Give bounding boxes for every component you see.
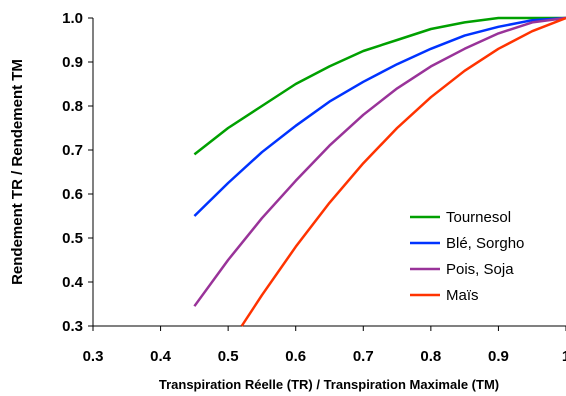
y-tick-label: 0.7 [62, 142, 83, 159]
x-tick-label: 0.8 [420, 348, 441, 365]
series-line-3 [193, 16, 566, 307]
x-tick-label: 0.5 [218, 348, 239, 365]
y-tick-label: 1.0 [62, 10, 83, 27]
y-tick-label: 0.8 [62, 98, 83, 115]
x-tick-label: 0.6 [285, 348, 306, 365]
legend-label: Blé, Sorgho [446, 235, 524, 252]
x-tick-label: 0.7 [353, 348, 374, 365]
series-line-1 [193, 16, 566, 156]
series-layer [193, 16, 566, 327]
x-tick-label: 0.9 [488, 348, 509, 365]
x-tick-label: 0.4 [150, 348, 172, 365]
x-tick-label: 1 [562, 348, 566, 365]
y-axis-ticks: 0.3 0.4 0.5 0.6 0.7 0.8 0.9 1.0 [62, 10, 93, 335]
legend-label: Pois, Soja [446, 261, 514, 278]
y-tick-label: 0.6 [62, 186, 83, 203]
series-line-4 [240, 16, 566, 327]
legend-label: Maïs [446, 287, 479, 304]
series-line-2 [193, 16, 566, 217]
legend-label: Tournesol [446, 209, 511, 226]
y-tick-label: 0.9 [62, 54, 83, 71]
x-axis-ticks: 0.3 0.4 0.5 0.6 0.7 0.8 0.9 1 [83, 326, 566, 365]
legend: Tournesol Blé, Sorgho Pois, Soja Maïs [410, 209, 524, 304]
plot-area [92, 18, 566, 327]
x-tick-label: 0.3 [83, 348, 104, 365]
y-tick-label: 0.4 [62, 274, 84, 291]
y-tick-label: 0.3 [62, 318, 83, 335]
y-axis-title: Rendement TR / Rendement TM [9, 59, 26, 285]
x-axis-title: Transpiration Réelle (TR) / Transpiratio… [159, 377, 499, 392]
y-tick-label: 0.5 [62, 230, 83, 247]
